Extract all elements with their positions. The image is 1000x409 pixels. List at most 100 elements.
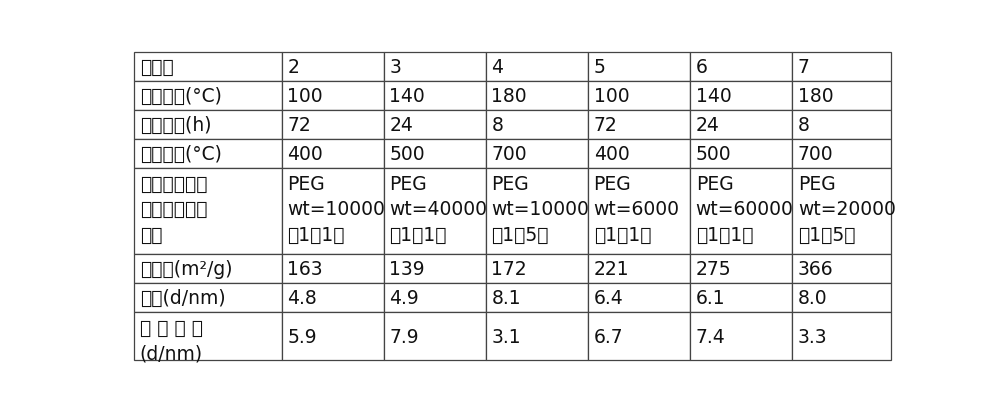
Text: 72: 72 (287, 116, 311, 135)
Text: PEG
wt=20000
（1：5）: PEG wt=20000 （1：5） (798, 174, 896, 245)
Text: 24: 24 (389, 116, 413, 135)
Text: 7.4: 7.4 (696, 327, 725, 346)
Text: 100: 100 (594, 87, 629, 106)
Text: 366: 366 (798, 259, 833, 279)
Text: 粒径(d/nm): 粒径(d/nm) (140, 288, 225, 307)
Text: 72: 72 (594, 116, 617, 135)
Text: 实施例: 实施例 (140, 58, 173, 77)
Bar (282, 169, 384, 254)
Text: 6: 6 (696, 58, 708, 77)
Bar (690, 82, 792, 111)
Bar (384, 169, 486, 254)
Text: 2: 2 (287, 58, 299, 77)
Text: 3.3: 3.3 (798, 327, 827, 346)
Bar (690, 111, 792, 139)
Text: PEG
wt=40000
（1：1）: PEG wt=40000 （1：1） (389, 174, 487, 245)
Text: 100: 100 (287, 87, 323, 106)
Bar (384, 111, 486, 139)
Bar (486, 82, 588, 111)
Text: 比表面(m²/g): 比表面(m²/g) (140, 259, 232, 279)
Text: 反应时间(h): 反应时间(h) (140, 116, 211, 135)
Bar (282, 82, 384, 111)
Bar (792, 169, 891, 254)
Bar (134, 169, 282, 254)
Text: 焙烧温度(°C): 焙烧温度(°C) (140, 144, 222, 164)
Bar (486, 283, 588, 312)
Bar (690, 139, 792, 169)
Bar (792, 82, 891, 111)
Text: 140: 140 (696, 87, 731, 106)
Text: 400: 400 (594, 144, 629, 164)
Bar (792, 312, 891, 360)
Text: 24: 24 (696, 116, 720, 135)
Bar (588, 169, 690, 254)
Bar (282, 53, 384, 82)
Bar (588, 312, 690, 360)
Text: 400: 400 (287, 144, 323, 164)
Text: 7: 7 (798, 58, 810, 77)
Text: PEG
wt=6000
（1：1）: PEG wt=6000 （1：1） (594, 174, 680, 245)
Bar (486, 111, 588, 139)
Bar (486, 139, 588, 169)
Text: 275: 275 (696, 259, 731, 279)
Text: 8.0: 8.0 (798, 288, 827, 307)
Text: 8.1: 8.1 (491, 288, 521, 307)
Bar (690, 254, 792, 283)
Bar (134, 82, 282, 111)
Text: 8: 8 (491, 116, 503, 135)
Text: 5: 5 (594, 58, 605, 77)
Bar (792, 111, 891, 139)
Bar (588, 53, 690, 82)
Bar (588, 283, 690, 312)
Text: PEG
wt=10000
（1：1）: PEG wt=10000 （1：1） (287, 174, 385, 245)
Bar (384, 312, 486, 360)
Bar (384, 139, 486, 169)
Bar (588, 111, 690, 139)
Bar (134, 111, 282, 139)
Text: 4: 4 (491, 58, 503, 77)
Bar (282, 254, 384, 283)
Text: 163: 163 (287, 259, 323, 279)
Bar (282, 139, 384, 169)
Text: 180: 180 (491, 87, 527, 106)
Text: 有机源与高分
子聚合物的摩
尔比: 有机源与高分 子聚合物的摩 尔比 (140, 174, 207, 245)
Text: 700: 700 (798, 144, 833, 164)
Bar (486, 254, 588, 283)
Text: 8: 8 (798, 116, 810, 135)
Text: 3.1: 3.1 (491, 327, 521, 346)
Bar (792, 254, 891, 283)
Bar (792, 283, 891, 312)
Bar (134, 312, 282, 360)
Bar (792, 139, 891, 169)
Bar (792, 53, 891, 82)
Text: 221: 221 (594, 259, 629, 279)
Bar (282, 283, 384, 312)
Bar (384, 53, 486, 82)
Bar (588, 254, 690, 283)
Text: 500: 500 (696, 144, 731, 164)
Text: 172: 172 (491, 259, 527, 279)
Bar (134, 254, 282, 283)
Text: 3: 3 (389, 58, 401, 77)
Bar (134, 283, 282, 312)
Text: 500: 500 (389, 144, 425, 164)
Text: 6.7: 6.7 (594, 327, 623, 346)
Bar (282, 312, 384, 360)
Text: 7.9: 7.9 (389, 327, 419, 346)
Text: PEG
wt=10000
（1：5）: PEG wt=10000 （1：5） (491, 174, 589, 245)
Bar (690, 169, 792, 254)
Bar (588, 139, 690, 169)
Text: 180: 180 (798, 87, 833, 106)
Text: 700: 700 (491, 144, 527, 164)
Bar (690, 53, 792, 82)
Text: 5.9: 5.9 (287, 327, 317, 346)
Text: 4.8: 4.8 (287, 288, 317, 307)
Bar (486, 169, 588, 254)
Bar (384, 82, 486, 111)
Bar (134, 139, 282, 169)
Bar (384, 283, 486, 312)
Bar (384, 254, 486, 283)
Bar (134, 53, 282, 82)
Bar (690, 312, 792, 360)
Text: 139: 139 (389, 259, 425, 279)
